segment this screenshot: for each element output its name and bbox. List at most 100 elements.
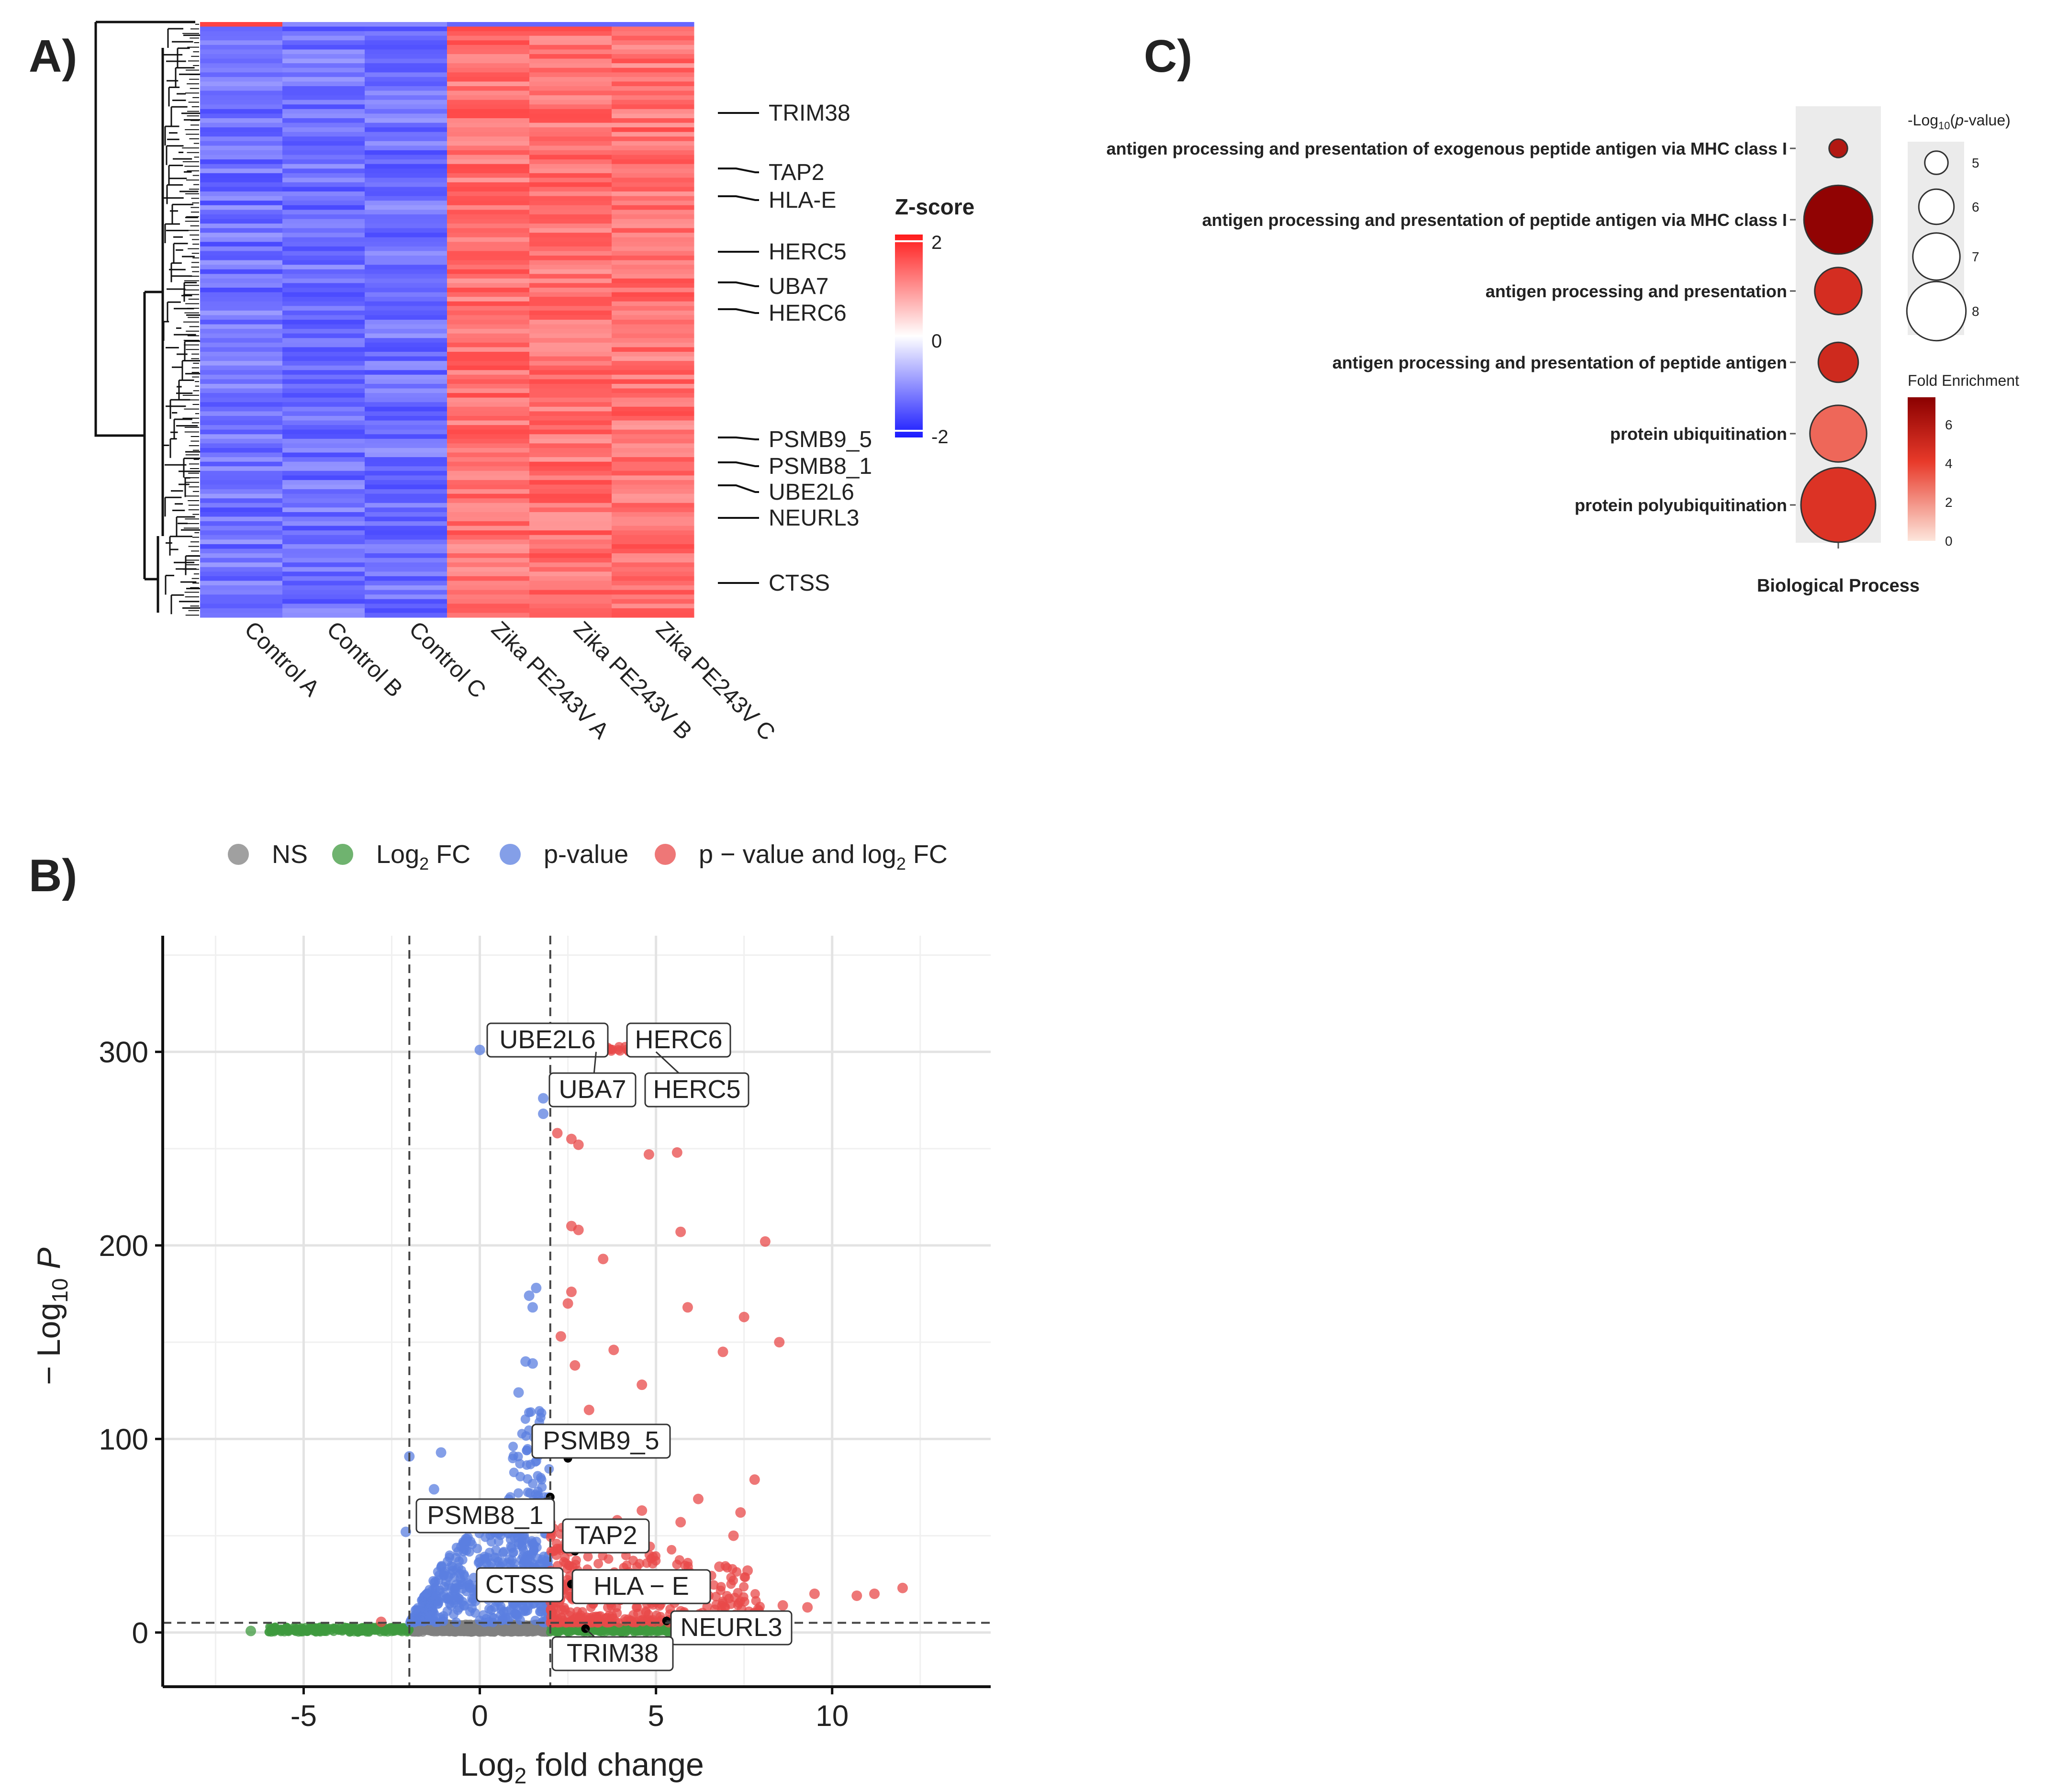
heatmap-cell — [200, 498, 283, 504]
heatmap-cell — [447, 95, 530, 101]
heatmap-cell — [365, 470, 447, 476]
heatmap-cell — [529, 493, 612, 499]
heatmap-cell — [529, 521, 612, 526]
heatmap-cell — [612, 448, 694, 453]
heatmap-cell — [365, 434, 447, 439]
heatmap-cell — [200, 283, 283, 288]
heatmap-cell — [612, 356, 694, 361]
volcano-point — [522, 1460, 532, 1470]
volcano-point — [573, 1224, 584, 1235]
heatmap-cell — [612, 81, 694, 87]
heatmap-cell — [365, 210, 447, 215]
heatmap-cell — [282, 493, 365, 499]
heatmap-cell — [529, 26, 612, 32]
heatmap-cell — [612, 512, 694, 517]
heatmap-cell — [447, 269, 530, 274]
heatmap-cell — [200, 356, 283, 361]
heatmap-cell — [447, 576, 530, 581]
legend-item-ns: NS — [228, 840, 308, 869]
heatmap-cell — [529, 301, 612, 306]
heatmap-cell — [200, 599, 283, 604]
heatmap-cell — [365, 123, 447, 128]
heatmap-cell — [529, 265, 612, 270]
heatmap-cell — [365, 86, 447, 91]
heatmap-cell — [529, 342, 612, 347]
heatmap-cell — [365, 594, 447, 600]
heatmap-cell — [612, 219, 694, 224]
volcano-point — [566, 1287, 577, 1298]
heatmap-cell — [612, 26, 694, 32]
volcano-point — [527, 1302, 538, 1313]
heatmap-cell — [612, 590, 694, 595]
heatmap-cell — [529, 443, 612, 448]
heatmap-cell — [612, 329, 694, 334]
svg-text:HERC5: HERC5 — [653, 1075, 740, 1104]
panel-b-letter: B) — [29, 850, 77, 901]
heatmap-cell — [529, 457, 612, 462]
heatmap-cell — [282, 420, 365, 426]
heatmap-cell — [200, 507, 283, 513]
heatmap-cell — [529, 507, 612, 513]
heatmap-cell — [365, 608, 447, 613]
heatmap-cell — [612, 324, 694, 329]
heatmap-cell — [365, 535, 447, 540]
heatmap-cell — [447, 383, 530, 389]
heatmap-cell — [612, 379, 694, 384]
heatmap-cell — [200, 95, 283, 101]
x-tick-label: 5 — [648, 1700, 664, 1733]
heatmap-cell — [612, 283, 694, 288]
size-legend-label: 5 — [1972, 156, 1979, 170]
heatmap-cell — [282, 67, 365, 73]
zscore-tick-high: 2 — [931, 232, 942, 253]
enrichment-term-label: protein ubiquitination — [1610, 424, 1787, 444]
heatmap-cell — [612, 558, 694, 563]
heatmap-cell — [200, 155, 283, 160]
heatmap-cell — [612, 233, 694, 238]
volcano-point — [726, 1579, 736, 1589]
heatmap-cell — [282, 374, 365, 380]
heatmap-cell — [529, 425, 612, 430]
heatmap-cell — [200, 526, 283, 531]
heatmap-cell — [612, 274, 694, 279]
volcano-x-axis-label: Log2 fold change — [460, 1747, 704, 1788]
heatmap-cell — [200, 159, 283, 165]
heatmap-cell — [365, 63, 447, 68]
heatmap-cell — [612, 320, 694, 325]
heatmap-cell — [282, 365, 365, 370]
heatmap-cell — [365, 475, 447, 481]
heatmap-cell — [612, 136, 694, 142]
heatmap-cell — [612, 576, 694, 581]
fold-enrichment-tick-label: 6 — [1945, 417, 1953, 432]
heatmap-cell — [612, 210, 694, 215]
volcano-point — [536, 1473, 546, 1483]
heatmap-cell — [200, 512, 283, 517]
heatmap-cell — [447, 141, 530, 146]
heatmap-cell — [282, 338, 365, 343]
heatmap-cell — [282, 274, 365, 279]
volcano-point — [472, 1544, 482, 1554]
gene-label: UBE2L6 — [486, 1022, 609, 1058]
volcano-point — [637, 1505, 648, 1516]
heatmap-cell — [282, 104, 365, 110]
svg-text:HLA − E: HLA − E — [593, 1572, 689, 1601]
heatmap-cell — [282, 466, 365, 471]
heatmap-cell — [282, 164, 365, 169]
heatmap-cell — [200, 539, 283, 545]
heatmap-cell — [200, 393, 283, 398]
heatmap-cell — [365, 269, 447, 274]
heatmap-cell — [447, 40, 530, 45]
heatmap-cell — [447, 187, 530, 192]
heatmap-cell — [282, 187, 365, 192]
heatmap-cell — [529, 539, 612, 545]
heatmap-cell — [447, 448, 530, 453]
heatmap-cell — [365, 150, 447, 156]
zscore-legend: Z-score 2 0 -2 — [895, 194, 974, 448]
heatmap-cell — [447, 132, 530, 137]
volcano-point — [573, 1139, 584, 1150]
heatmap-cell — [529, 22, 612, 27]
volcano-point — [413, 1603, 423, 1613]
heatmap-cell — [282, 324, 365, 329]
heatmap-cell — [447, 438, 530, 444]
heatmap-cell — [612, 242, 694, 247]
enrichment-x-axis-label: Biological Process — [1757, 576, 1920, 596]
